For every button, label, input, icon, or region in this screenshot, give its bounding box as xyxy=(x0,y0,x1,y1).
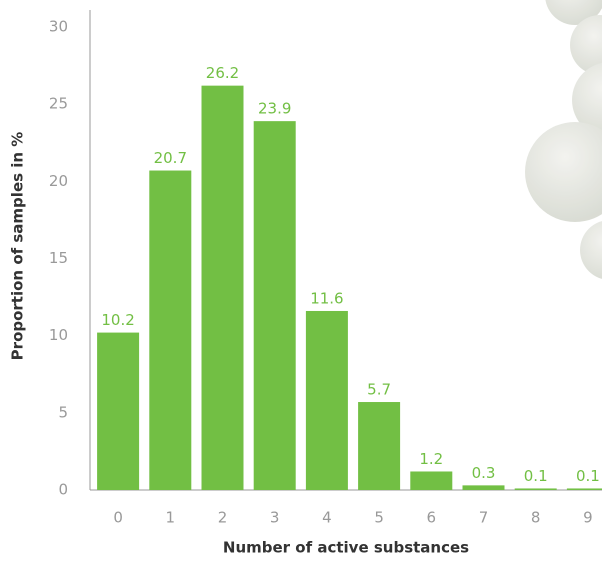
x-tick-label: 4 xyxy=(322,509,332,527)
x-tick-label: 2 xyxy=(218,509,228,527)
value-label: 11.6 xyxy=(310,289,343,307)
y-tick-label: 20 xyxy=(49,172,68,190)
x-tick-label: 1 xyxy=(166,509,176,527)
y-tick-label: 25 xyxy=(49,95,68,113)
x-tick-label: 5 xyxy=(374,509,384,527)
bar xyxy=(410,471,453,490)
bar xyxy=(253,121,296,490)
value-label: 1.2 xyxy=(419,450,443,468)
x-tick-label: 7 xyxy=(479,509,489,527)
value-label: 0.3 xyxy=(472,464,496,482)
y-tick-label: 10 xyxy=(49,326,68,344)
bar xyxy=(566,488,602,490)
background-decoration xyxy=(525,0,602,279)
x-tick-label: 0 xyxy=(113,509,123,527)
x-tick-label: 8 xyxy=(531,509,541,527)
y-tick-label: 0 xyxy=(58,481,68,499)
bar xyxy=(149,170,192,490)
value-label: 10.2 xyxy=(101,311,134,329)
bar xyxy=(514,488,557,490)
bar xyxy=(462,485,505,490)
value-label: 26.2 xyxy=(206,64,239,82)
y-axis-label: Proportion of samples in % xyxy=(9,132,27,361)
bar xyxy=(201,85,244,490)
value-label: 5.7 xyxy=(367,381,391,399)
bar xyxy=(305,310,348,490)
bar xyxy=(97,332,140,490)
x-tick-label: 9 xyxy=(583,509,593,527)
y-tick-label: 5 xyxy=(58,403,68,421)
value-label: 23.9 xyxy=(258,100,291,118)
value-label: 0.1 xyxy=(524,467,548,485)
x-tick-label: 3 xyxy=(270,509,280,527)
x-tick-label: 6 xyxy=(427,509,437,527)
y-tick-label: 30 xyxy=(49,18,68,36)
value-label: 0.1 xyxy=(576,467,600,485)
x-axis-label: Number of active substances xyxy=(223,539,469,557)
value-label: 20.7 xyxy=(154,149,187,167)
bar xyxy=(358,402,401,490)
y-tick-label: 15 xyxy=(49,249,68,267)
